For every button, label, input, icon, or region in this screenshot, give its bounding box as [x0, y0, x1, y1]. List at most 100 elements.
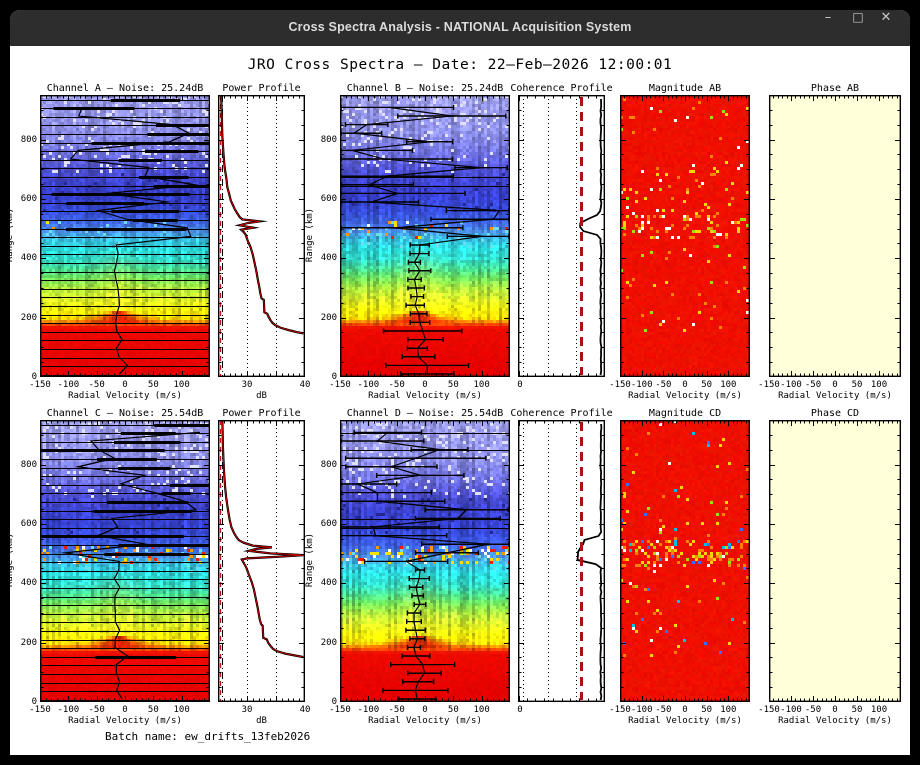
panel-title: Power Profile	[222, 83, 301, 94]
x-tick-label: 0	[122, 705, 128, 715]
x-tick-label: -100	[780, 705, 802, 715]
panel-title: Phase AB	[810, 83, 860, 94]
x-tick-label: 0	[422, 705, 428, 715]
x-tick-label: -100	[357, 705, 380, 715]
x-tick-label: -100	[630, 380, 653, 390]
y-tick-label: 0	[331, 372, 337, 382]
y-tick-label: 200	[320, 312, 337, 323]
page-title: JRO Cross Spectra – Date: 22–Feb–2026 12…	[247, 57, 673, 73]
y-tick-label: 800	[320, 459, 337, 470]
x-tick-label: 100	[720, 705, 737, 715]
x-tick-label: -100	[630, 705, 653, 715]
x-tick-label: -50	[388, 380, 405, 390]
x-tick-label: 0	[832, 705, 838, 715]
x-tick-label: 50	[147, 380, 159, 390]
power-profile-cd-plot	[218, 420, 305, 702]
x-tick-label: 100	[720, 380, 737, 390]
x-tick-label: 50	[701, 380, 713, 390]
x-tick-label: -100	[780, 380, 802, 390]
x-tick-label: 100	[173, 705, 190, 715]
y-tick-label: 400	[20, 578, 37, 589]
x-tick-label: -50	[88, 705, 105, 715]
phase-ab-heatmap	[769, 95, 901, 377]
x-tick-label: 50	[851, 380, 863, 390]
x-tick-label: 100	[870, 705, 888, 715]
y-axis-label: Range (km)	[305, 207, 315, 263]
x-tick-label: 0	[682, 380, 688, 390]
x-tick-label: -100	[57, 705, 80, 715]
x-axis-label: Radial Velocity (m/s)	[778, 391, 892, 401]
x-tick-label: 50	[147, 705, 159, 715]
x-tick-label: 50	[447, 705, 459, 715]
x-tick-label: 0	[422, 380, 428, 390]
y-tick-label: 200	[320, 637, 337, 648]
y-axis-label: Range (km)	[5, 207, 15, 263]
x-axis-label: dB	[256, 391, 267, 401]
y-tick-label: 800	[320, 134, 337, 145]
power-profile-ab-plot	[218, 95, 305, 377]
coherence-profile-ab-plot	[518, 95, 605, 377]
batch-name-label: Batch name: ew_drifts_13feb2026	[105, 730, 311, 743]
x-tick-label: -150	[758, 380, 780, 390]
x-tick-label: 100	[473, 380, 490, 390]
x-tick-label: 50	[851, 705, 863, 715]
x-tick-label: 50	[701, 705, 713, 715]
y-tick-label: 800	[20, 459, 37, 470]
x-tick-label: -150	[609, 705, 631, 715]
x-tick-label: -50	[655, 380, 672, 390]
channel-c-spectrogram	[40, 420, 210, 702]
x-tick-label: 40	[299, 380, 311, 390]
panel-title: Coherence Profile	[510, 83, 613, 94]
x-tick-label: 50	[447, 380, 459, 390]
x-axis-label: dB	[256, 716, 267, 726]
x-axis-label: Radial Velocity (m/s)	[628, 716, 742, 726]
y-tick-label: 600	[20, 518, 37, 529]
x-tick-label: -50	[804, 705, 822, 715]
panel-title: Channel B – Noise: 25.24dB	[346, 83, 504, 94]
x-tick-label: 30	[241, 705, 253, 715]
magnitude-cd-heatmap	[620, 420, 750, 702]
window-title: Cross Spectra Analysis - NATIONAL Acquis…	[288, 20, 632, 34]
x-tick-label: -100	[57, 380, 80, 390]
x-tick-label: 0	[517, 380, 523, 390]
x-tick-label: 0	[122, 380, 128, 390]
y-axis-label: Range (km)	[305, 532, 315, 588]
channel-b-spectrogram	[340, 95, 510, 377]
x-tick-label: -150	[29, 705, 51, 715]
y-tick-label: 400	[320, 578, 337, 589]
x-tick-label: -50	[655, 705, 672, 715]
panel-title: Magnitude CD	[648, 408, 722, 419]
x-tick-label: 0	[517, 705, 523, 715]
x-axis-label: Radial Velocity (m/s)	[628, 391, 742, 401]
y-tick-label: 600	[20, 193, 37, 204]
y-axis-label: Range (km)	[5, 532, 15, 588]
y-tick-label: 400	[320, 253, 337, 264]
x-tick-label: 100	[173, 380, 190, 390]
minimize-button[interactable]: –	[824, 10, 832, 25]
x-axis-label: Radial Velocity (m/s)	[68, 391, 182, 401]
panel-title: Phase CD	[810, 408, 860, 419]
close-button[interactable]: ✕	[880, 10, 892, 25]
x-axis-label: Radial Velocity (m/s)	[368, 716, 482, 726]
x-axis-label: Radial Velocity (m/s)	[368, 391, 482, 401]
x-tick-label: 100	[870, 380, 888, 390]
maximize-button[interactable]: □	[852, 10, 864, 24]
x-tick-label: -150	[758, 705, 780, 715]
y-tick-label: 200	[20, 637, 37, 648]
y-tick-label: 0	[331, 697, 337, 707]
channel-d-spectrogram	[340, 420, 510, 702]
x-tick-label: -150	[329, 380, 351, 390]
x-axis-label: Radial Velocity (m/s)	[68, 716, 182, 726]
x-tick-label: -50	[388, 705, 405, 715]
coherence-profile-cd-plot	[518, 420, 605, 702]
x-tick-label: 100	[473, 705, 490, 715]
x-axis-label: Radial Velocity (m/s)	[778, 716, 892, 726]
y-tick-label: 400	[20, 253, 37, 264]
panel-title: Magnitude AB	[648, 83, 722, 94]
y-tick-label: 0	[31, 697, 37, 707]
y-tick-label: 0	[31, 372, 37, 382]
window-titlebar[interactable]: Cross Spectra Analysis - NATIONAL Acquis…	[10, 10, 910, 46]
y-tick-label: 600	[320, 193, 337, 204]
x-tick-label: -50	[88, 380, 105, 390]
